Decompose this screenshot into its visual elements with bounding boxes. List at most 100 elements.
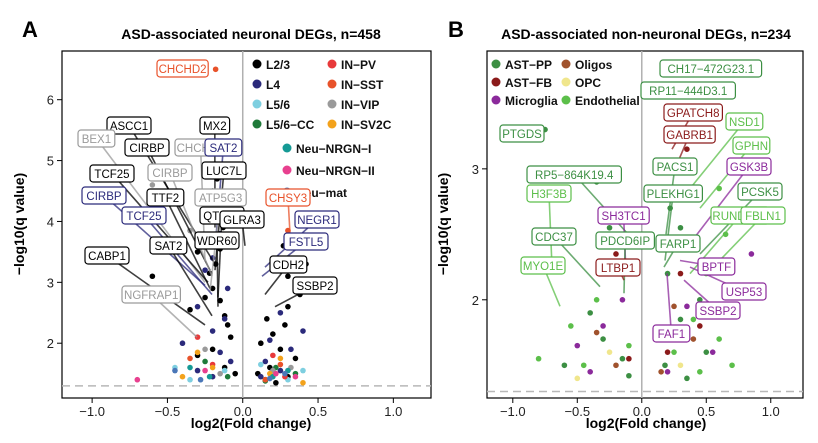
panel-a-point bbox=[179, 340, 186, 347]
gene-label-box bbox=[121, 285, 182, 304]
panel-b-point bbox=[664, 349, 671, 355]
legend-label: AST−PP bbox=[505, 58, 552, 72]
gene-label-box bbox=[643, 184, 704, 203]
panel-a-point bbox=[202, 267, 208, 273]
panel-b-point bbox=[671, 349, 677, 355]
legend-dot bbox=[252, 119, 262, 129]
gene-label-box bbox=[531, 227, 577, 246]
gene-label: BPTF bbox=[702, 262, 731, 274]
gene-label: TCF25 bbox=[94, 169, 129, 181]
panel-b-xlabel: log2(Fold change) bbox=[586, 415, 707, 431]
panel-a-point bbox=[206, 373, 213, 380]
panel-a-point bbox=[187, 355, 193, 362]
gene-label: ASCC1 bbox=[110, 121, 148, 133]
gene-label: USP53 bbox=[726, 287, 762, 299]
gene-label-box bbox=[121, 206, 167, 225]
panel-a-point bbox=[212, 66, 219, 73]
gene-label-leader bbox=[691, 166, 750, 242]
gene-label-leader bbox=[167, 245, 213, 317]
panel-b-point bbox=[690, 316, 697, 323]
legend-label: Neu−NRGN−II bbox=[296, 164, 375, 178]
legend-label: OPC bbox=[575, 76, 601, 90]
panel-a-point bbox=[197, 376, 204, 383]
panel-a-point bbox=[285, 303, 291, 310]
panel-b-point bbox=[593, 296, 600, 303]
panel-a-ytick-label: 4 bbox=[47, 214, 54, 229]
panel-a-point bbox=[300, 379, 306, 386]
panel-b-point bbox=[568, 323, 574, 329]
gene-label: CIRBP bbox=[152, 168, 187, 180]
panel-a-point bbox=[292, 355, 299, 362]
panel-a-point bbox=[300, 367, 306, 374]
gene-label: PCSK5 bbox=[741, 187, 779, 199]
panel-a-point bbox=[264, 316, 270, 322]
panel-a-point bbox=[277, 309, 284, 316]
gene-label: PLEKHG1 bbox=[647, 189, 700, 201]
legend-label: AST−FB bbox=[505, 76, 552, 90]
panel-a-frame bbox=[61, 50, 432, 399]
gene-label-box bbox=[124, 138, 170, 157]
panel-a-point bbox=[282, 322, 288, 328]
panel-b-point bbox=[664, 369, 671, 375]
panel-b-point bbox=[716, 336, 722, 342]
gene-label-leader bbox=[216, 240, 219, 307]
gene-label-box bbox=[520, 256, 566, 275]
panel-a-point bbox=[224, 285, 231, 292]
gene-label-box bbox=[697, 257, 736, 276]
panel-a: A ASD-associated neuronal DEGs, n=458 lo… bbox=[11, 17, 432, 431]
gene-label-box bbox=[663, 103, 724, 122]
panel-b-frame bbox=[486, 50, 804, 399]
panel-b-point bbox=[697, 296, 703, 303]
panel-a-xtick-label: −1.0 bbox=[79, 404, 105, 419]
panel-a-point bbox=[149, 182, 156, 188]
panel-a-ytick-label: 6 bbox=[47, 93, 54, 108]
panel-a-point bbox=[273, 370, 279, 377]
panel-a-point bbox=[267, 375, 273, 382]
panel-a-point bbox=[209, 328, 216, 334]
gene-label-box bbox=[81, 186, 127, 205]
panel-b-point bbox=[593, 329, 600, 336]
panel-b-point bbox=[613, 251, 619, 257]
gene-label: TTF2 bbox=[152, 193, 179, 205]
gene-label: GPATCH8 bbox=[667, 108, 720, 120]
gene-label: SAT2 bbox=[209, 143, 237, 155]
panel-b-point bbox=[748, 251, 755, 257]
gene-label: MX2 bbox=[203, 121, 227, 133]
panel-a-point bbox=[194, 349, 201, 356]
panel-a-point bbox=[202, 294, 208, 301]
panel-a-ytick-label: 2 bbox=[47, 336, 54, 351]
panel-a-point bbox=[258, 361, 264, 368]
panel-a-xtick-label: 0.5 bbox=[309, 404, 327, 419]
panel-a-point bbox=[179, 373, 186, 380]
gene-label-box bbox=[740, 206, 786, 225]
panel-a-point bbox=[202, 346, 208, 353]
panel-b-point bbox=[677, 224, 684, 231]
legend-label: Microglia bbox=[505, 94, 558, 108]
gene-label-box bbox=[156, 59, 209, 78]
legend-dot bbox=[491, 95, 501, 105]
gene-label-box bbox=[597, 206, 650, 225]
panel-a-point bbox=[258, 373, 264, 380]
panel-b-point bbox=[600, 336, 606, 342]
panel-b-ylabel: −log10(q value) bbox=[435, 173, 451, 275]
panel-a-ytick-label: 3 bbox=[47, 275, 54, 290]
gene-label-box bbox=[695, 301, 741, 320]
legend-label: Oligos bbox=[575, 58, 613, 72]
gene-label-box bbox=[737, 182, 783, 201]
gene-label: LUC7L bbox=[206, 166, 242, 178]
legend-dot bbox=[252, 59, 262, 69]
panel-b-point bbox=[677, 316, 684, 323]
gene-label-box bbox=[726, 157, 772, 176]
panel-a-point bbox=[300, 328, 306, 334]
panel-b-point bbox=[619, 355, 626, 362]
panel-b-point bbox=[600, 323, 606, 329]
panel-b-point bbox=[662, 362, 668, 369]
gene-label: SSBP2 bbox=[699, 306, 736, 318]
gene-label-box bbox=[147, 163, 193, 182]
panel-a-point bbox=[227, 358, 234, 365]
gene-label: CHSY3 bbox=[269, 193, 307, 205]
gene-label-box bbox=[663, 125, 716, 144]
panel-a-point bbox=[217, 349, 223, 356]
panel-a-title: ASD-associated neuronal DEGs, n=458 bbox=[121, 26, 381, 42]
